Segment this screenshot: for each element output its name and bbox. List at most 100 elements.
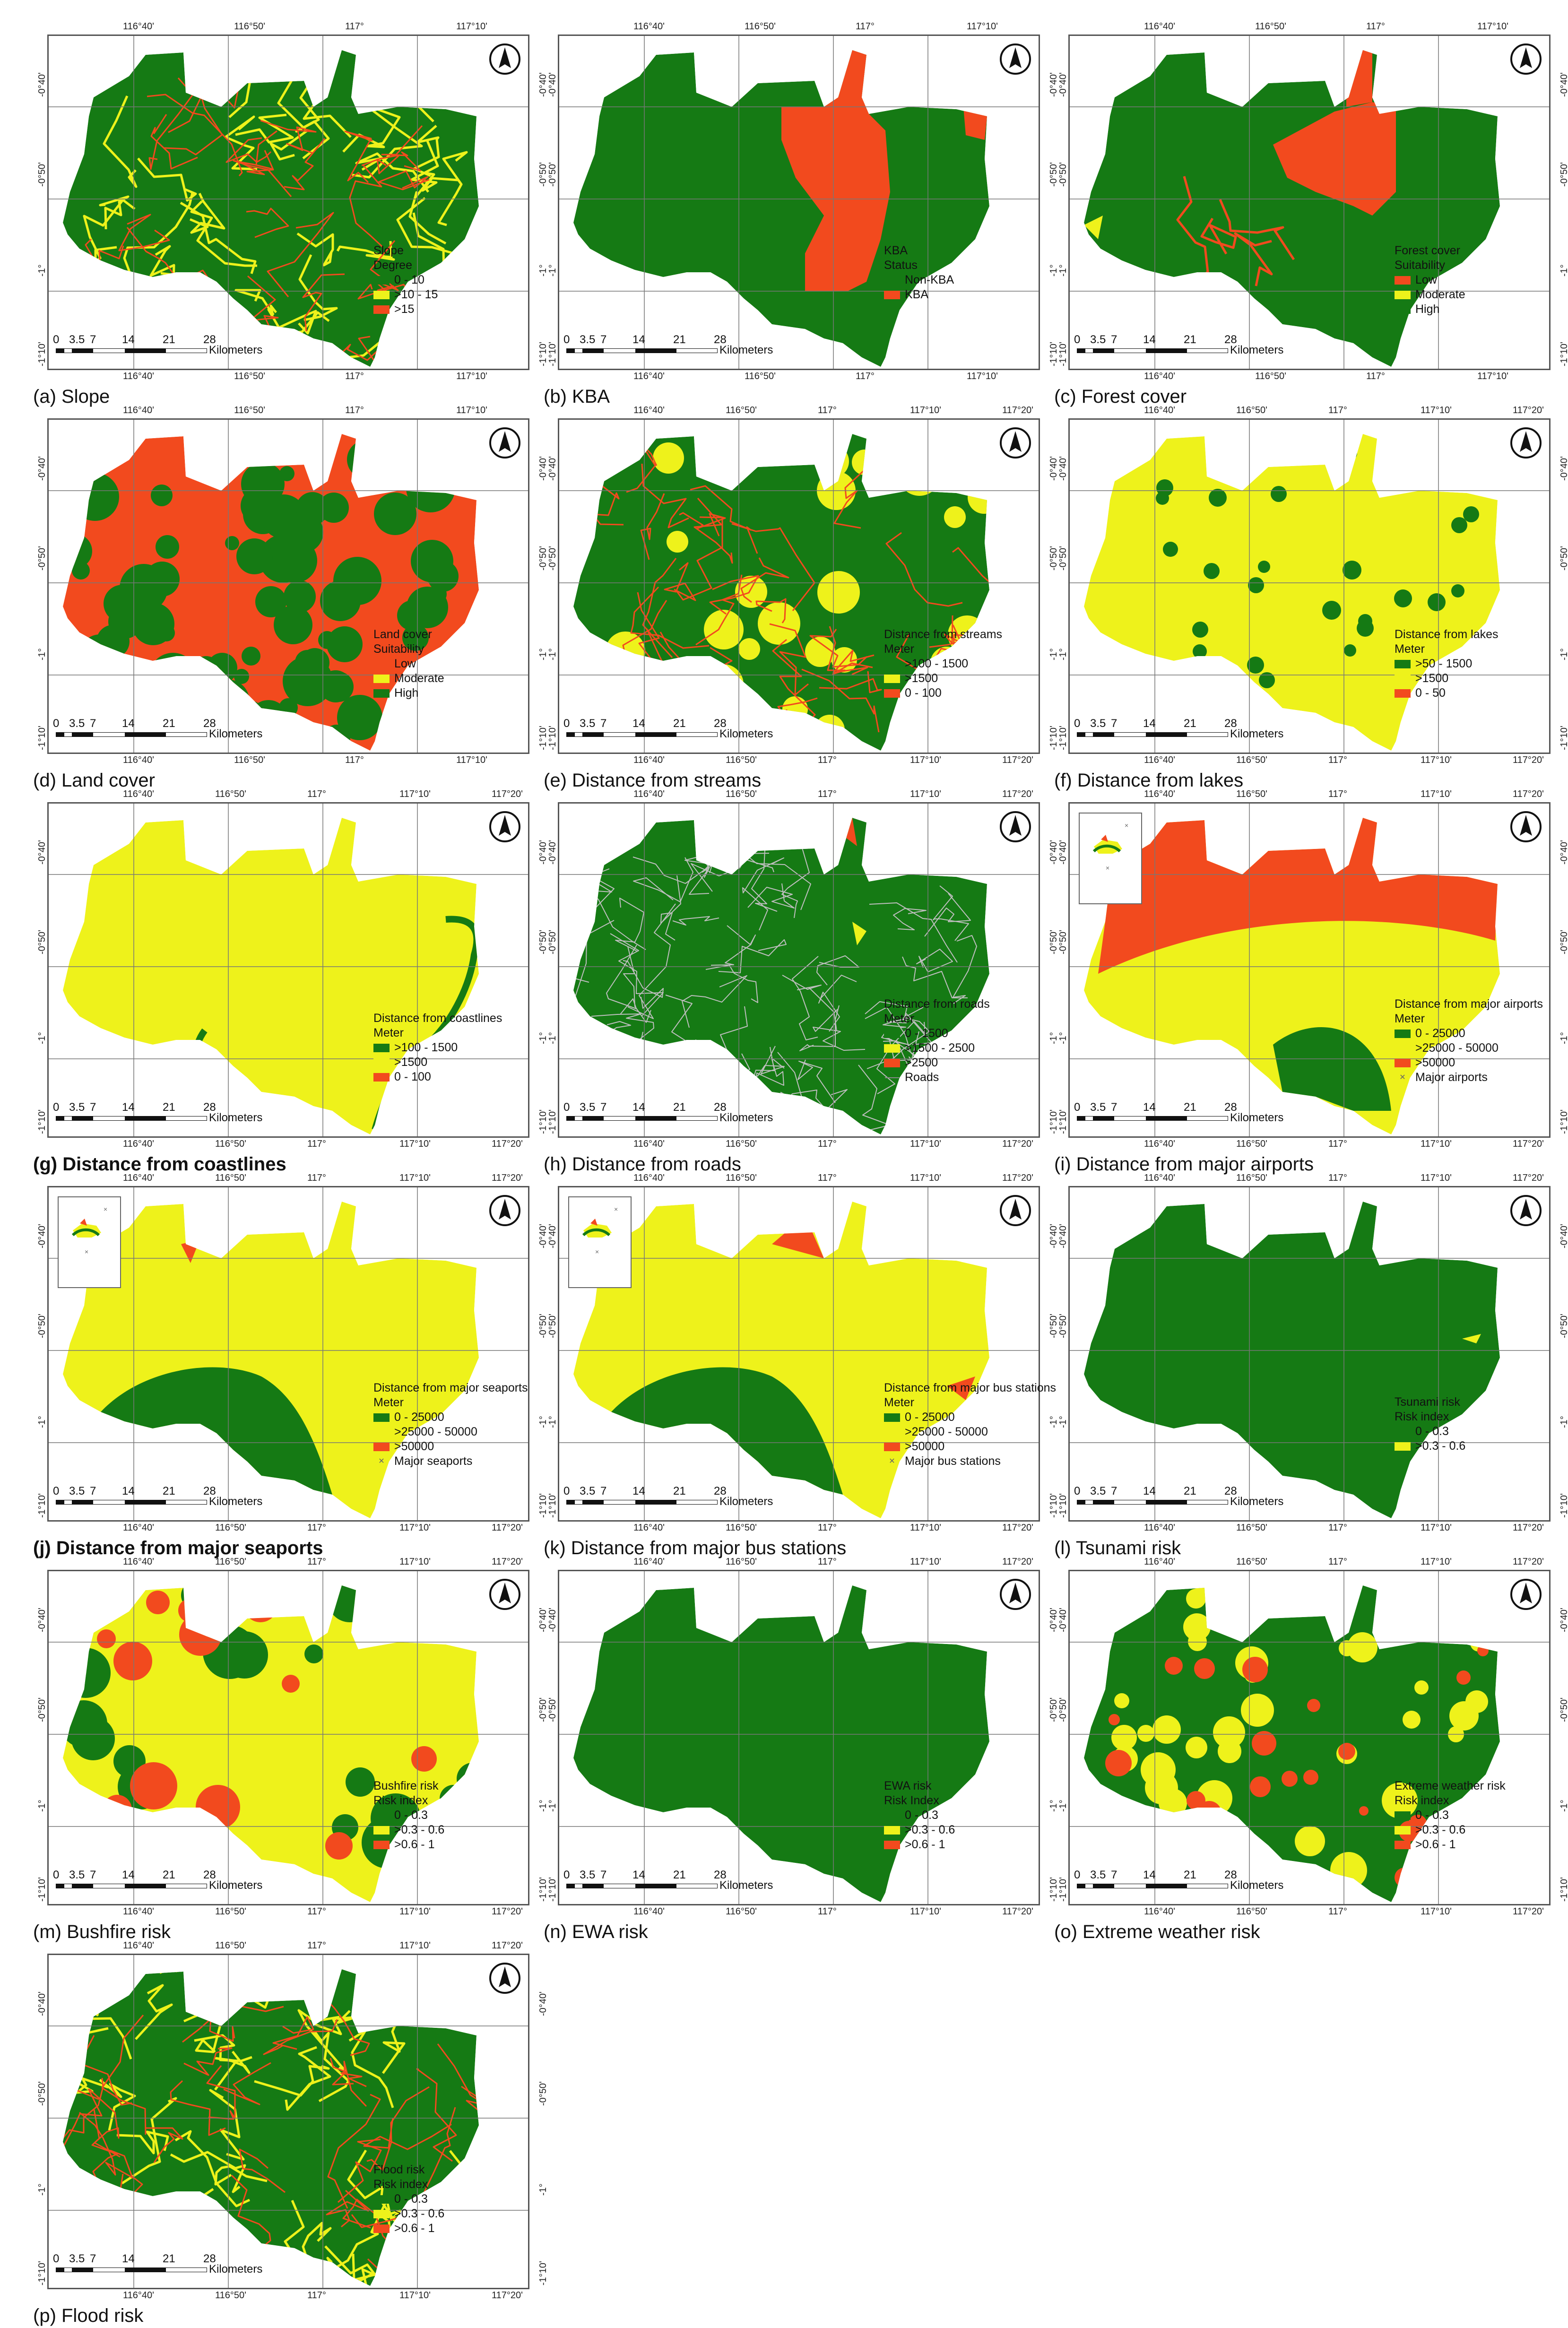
scale-number: 3.5: [69, 1485, 85, 1497]
study-area-map: [1070, 804, 1549, 1136]
legend-title: Risk Index: [884, 1794, 939, 1807]
longitude-tick-bottom: 117°10': [399, 1906, 431, 1917]
longitude-tick-bottom: 116°40': [123, 371, 154, 381]
longitude-tick-top: 116°40': [1144, 1557, 1175, 1567]
scale-segment: [1146, 1500, 1187, 1505]
scale-number: 28: [203, 717, 216, 730]
legend-item: >0.3 - 0.6: [1395, 1823, 1506, 1837]
study-area-map: [559, 1571, 1039, 1904]
panel-caption: (k) Distance from major bus stations: [544, 1538, 847, 1558]
scale-number: 21: [673, 333, 686, 346]
panel-caption: (e) Distance from streams: [544, 770, 762, 791]
longitude-tick-top: 116°50': [1255, 21, 1286, 32]
longitude-tick-bottom: 116°40': [633, 1523, 665, 1533]
scale-number: 14: [632, 1869, 645, 1881]
study-area-map: [49, 1571, 528, 1904]
scale-number: 14: [632, 1101, 645, 1114]
point-marker-icon: ✕: [378, 1457, 385, 1465]
legend-title: Suitability: [373, 642, 424, 656]
longitude-tick-bottom: 117°: [1328, 755, 1347, 765]
north-arrow-icon: [489, 43, 520, 75]
north-arrow-icon: [1000, 1195, 1031, 1226]
scale-segment: [603, 1500, 636, 1505]
legend-item: >0.3 - 0.6: [884, 1823, 955, 1837]
map-legend: Slope Degree 0 - 10 >10 - 15 >15: [373, 243, 438, 317]
scale-segment: [72, 2267, 94, 2272]
latitude-tick-left: -0°50': [1058, 1697, 1068, 1722]
latitude-tick-left: -0°50': [547, 546, 558, 571]
scale-segment: [165, 1884, 207, 1888]
map-frame: [558, 1570, 1040, 1905]
scale-unit: Kilometers: [1230, 1111, 1284, 1124]
scale-number: 3.5: [69, 1101, 85, 1114]
longitude-tick-top: 117°10': [1477, 21, 1508, 32]
longitude-tick-bottom: 117°10': [399, 1139, 431, 1149]
longitude-tick-bottom: 116°50': [1236, 1139, 1267, 1149]
latitude-tick-right: -0°40': [1559, 1608, 1568, 1632]
scale-number: 21: [673, 1485, 686, 1497]
scale-unit: Kilometers: [719, 1495, 773, 1508]
scale-segment: [1114, 1116, 1147, 1121]
legend-swatch: [1395, 1811, 1411, 1820]
legend-item: >0.6 - 1: [1395, 1837, 1506, 1852]
latitude-tick-left: -0°50': [37, 1314, 47, 1338]
longitude-tick-top: 116°40': [123, 1940, 154, 1951]
longitude-tick-top: 117°: [1328, 405, 1347, 415]
latitude-tick-left: -1°10': [37, 1493, 47, 1518]
longitude-tick-bottom: 116°40': [123, 2290, 154, 2301]
map-panel: 116°40' 116°40' 116°50' 116°50' 117° 117° 117°…: [544, 405, 1059, 793]
legend-item: >1500 - 2500: [884, 1041, 990, 1056]
legend-label: >1500: [1415, 672, 1449, 685]
legend-title: Status: [884, 259, 918, 272]
scale-number: 21: [673, 1101, 686, 1114]
scale-number: 14: [1143, 1101, 1156, 1114]
legend-swatch: [373, 2224, 390, 2233]
latitude-tick-left: -1°: [547, 264, 558, 277]
scale-bar: 0 3.5 7 14 21 28 Kilometers: [563, 1869, 847, 1892]
map-panel: 116°40' 116°40' 116°50' 116°50' 117° 117° 117°…: [1054, 1557, 1568, 1944]
scale-number: 21: [673, 717, 686, 730]
legend-label: >25000 - 50000: [1415, 1041, 1499, 1055]
scale-segment: [72, 1500, 94, 1505]
legend-item: 0 - 0.3: [373, 2192, 444, 2207]
legend-swatch: [373, 1058, 390, 1067]
scale-number: 0: [1074, 1869, 1081, 1881]
latitude-tick-left: -1°10': [547, 1109, 558, 1134]
longitude-tick-top: 117°: [345, 405, 364, 415]
latitude-tick-left: -0°40': [1058, 72, 1068, 97]
latitude-tick-left: -1°10': [547, 342, 558, 366]
latitude-tick-right: -0°40': [538, 1991, 548, 2016]
scale-segment: [603, 732, 636, 737]
scale-segment: [93, 1116, 126, 1121]
locator-inset-map: × ×: [1079, 813, 1142, 904]
longitude-tick-bottom: 117°10': [1421, 1523, 1452, 1533]
scale-number: 14: [122, 1869, 135, 1881]
scale-number: 14: [1143, 1485, 1156, 1497]
latitude-tick-left: -1°: [37, 2183, 47, 2196]
latitude-tick-right: -1°10': [1559, 1109, 1568, 1134]
scale-bar: 0 3.5 7 14 21 28 Kilometers: [53, 1869, 337, 1892]
study-area-map: [559, 1187, 1039, 1520]
latitude-tick-left: -0°50': [1058, 162, 1068, 187]
longitude-tick-top: 117°10': [399, 1557, 431, 1567]
latitude-tick-left: -1°10': [1058, 726, 1068, 750]
scale-number: 3.5: [69, 2252, 85, 2265]
longitude-tick-top: 117°: [1328, 1557, 1347, 1567]
longitude-tick-top: 116°40': [1144, 1173, 1175, 1183]
legend-item: ✕ Major seaports: [373, 1454, 528, 1469]
scale-segment: [603, 348, 636, 353]
scale-number: 28: [714, 717, 727, 730]
legend-swatch: [884, 1058, 900, 1067]
legend-title: Risk index: [1395, 1410, 1449, 1423]
scale-unit: Kilometers: [209, 344, 263, 356]
latitude-tick-left: -0°40': [37, 1991, 47, 2016]
legend-label: >15: [394, 303, 415, 316]
scale-number: 7: [90, 1101, 96, 1114]
scale-segment: [93, 732, 126, 737]
scale-number: 0: [53, 333, 60, 346]
latitude-tick-left: -0°40': [1058, 1224, 1068, 1248]
scale-number: 21: [163, 1101, 175, 1114]
legend-title: KBA: [884, 244, 908, 257]
latitude-tick-left: -0°50': [37, 2081, 47, 2106]
scale-bar: 0 3.5 7 14 21 28 Kilometers: [563, 1101, 847, 1124]
